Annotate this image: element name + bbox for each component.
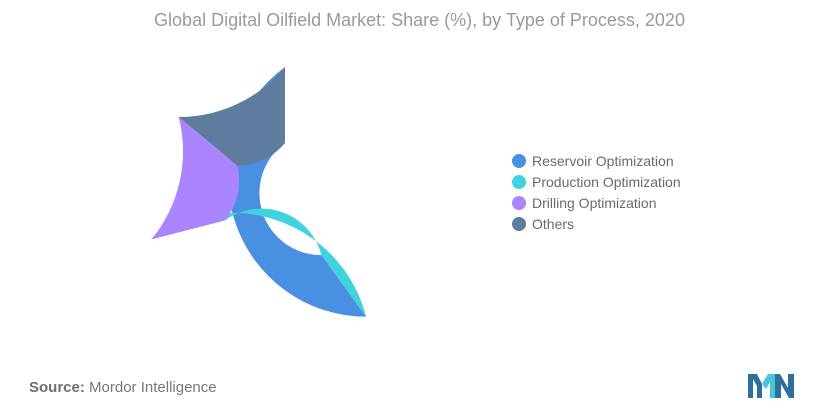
legend-swatch-production xyxy=(512,174,526,189)
source-note: Source: Mordor Intelligence xyxy=(29,379,217,396)
legend-label-drilling: Drilling Optimization xyxy=(532,194,657,211)
donut-slice-drilling[interactable] xyxy=(151,117,240,240)
chart-legend: Reservoir Optimization Production Optimi… xyxy=(512,150,681,234)
legend-label-production: Production Optimization xyxy=(532,173,681,190)
chart-title: Global Digital Oilfield Market: Share (%… xyxy=(154,10,685,30)
legend-swatch-drilling xyxy=(512,195,526,210)
donut-chart xyxy=(151,67,367,317)
legend-label-others: Others xyxy=(532,215,575,232)
source-text: Mordor Intelligence xyxy=(89,379,217,396)
legend-label-reservoir: Reservoir Optimization xyxy=(532,152,674,169)
donut-slice-others[interactable] xyxy=(178,67,285,166)
legend-swatch-others xyxy=(512,216,526,231)
legend-item-production[interactable]: Production Optimization xyxy=(512,171,681,192)
logo-shape-middle xyxy=(762,374,775,398)
legend-item-reservoir[interactable]: Reservoir Optimization xyxy=(512,150,681,171)
legend-item-others[interactable]: Others xyxy=(512,213,681,234)
legend-item-drilling[interactable]: Drilling Optimization xyxy=(512,192,681,213)
source-label: Source: xyxy=(29,379,85,396)
mordor-intelligence-logo-icon xyxy=(748,374,794,398)
logo-shape-left xyxy=(748,374,762,398)
legend-swatch-reservoir xyxy=(512,153,526,168)
donut-slice-production[interactable] xyxy=(151,208,367,317)
logo-shape-right xyxy=(775,374,794,398)
